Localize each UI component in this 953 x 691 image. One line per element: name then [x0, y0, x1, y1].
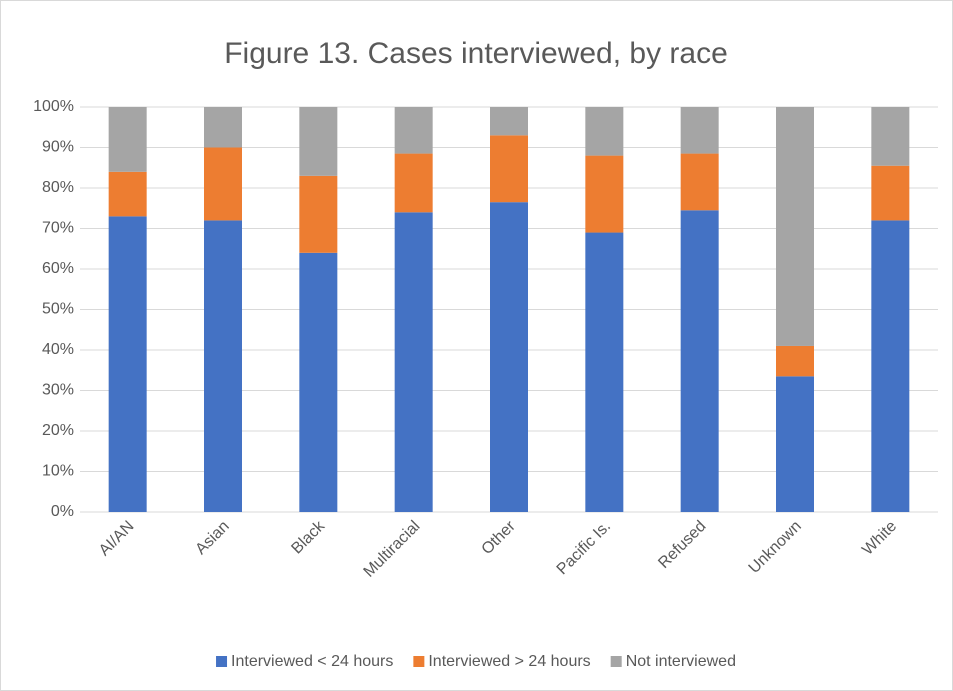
bar-segment [299, 252, 338, 513]
bar-segment [871, 165, 910, 221]
chart-title: Figure 13. Cases interviewed, by race [224, 37, 728, 70]
bar-segment [299, 175, 338, 253]
legend-swatch [216, 656, 228, 667]
y-tick-label: 70% [42, 220, 74, 237]
bar-segment [394, 212, 433, 513]
y-tick-label: 30% [42, 382, 74, 399]
y-tick-label: 90% [42, 139, 74, 156]
legend-swatch [610, 656, 622, 667]
y-tick-label: 50% [42, 301, 74, 318]
y-tick-label: 10% [42, 463, 74, 480]
bar-segment [680, 210, 719, 512]
bar-segment [490, 202, 528, 513]
bar-segment [108, 216, 147, 512]
bar-segment [204, 147, 242, 221]
bar-segment [204, 107, 242, 148]
bar-segment [394, 153, 433, 213]
y-tick-label: 20% [42, 422, 74, 439]
y-tick-label: 60% [42, 260, 74, 277]
legend-swatch [413, 656, 425, 667]
y-tick-label: 40% [42, 341, 74, 358]
bar-segment [680, 107, 719, 154]
bar-segment [204, 220, 242, 512]
legend-label: Interviewed < 24 hours [231, 653, 393, 670]
bar-segment [490, 135, 528, 203]
bar-segment [585, 232, 624, 513]
bar-segment [585, 107, 624, 156]
y-tick-label: 80% [42, 179, 74, 196]
legend-label: Not interviewed [626, 653, 736, 670]
bar-segment [108, 107, 147, 172]
bar-segment [490, 107, 528, 136]
y-tick-label: 0% [51, 503, 74, 520]
bar-segment [585, 155, 624, 233]
bar-segment [776, 376, 814, 512]
bar-segment [108, 171, 147, 217]
legend-label: Interviewed > 24 hours [428, 653, 590, 670]
bar-segment [299, 107, 338, 176]
bar-segment [871, 220, 910, 512]
bar-segment [871, 107, 910, 166]
bar-segment [680, 153, 719, 211]
bar-segment [776, 345, 814, 377]
bar-segment [776, 107, 814, 346]
bar-segment [394, 107, 433, 154]
y-tick-label: 100% [33, 98, 74, 115]
